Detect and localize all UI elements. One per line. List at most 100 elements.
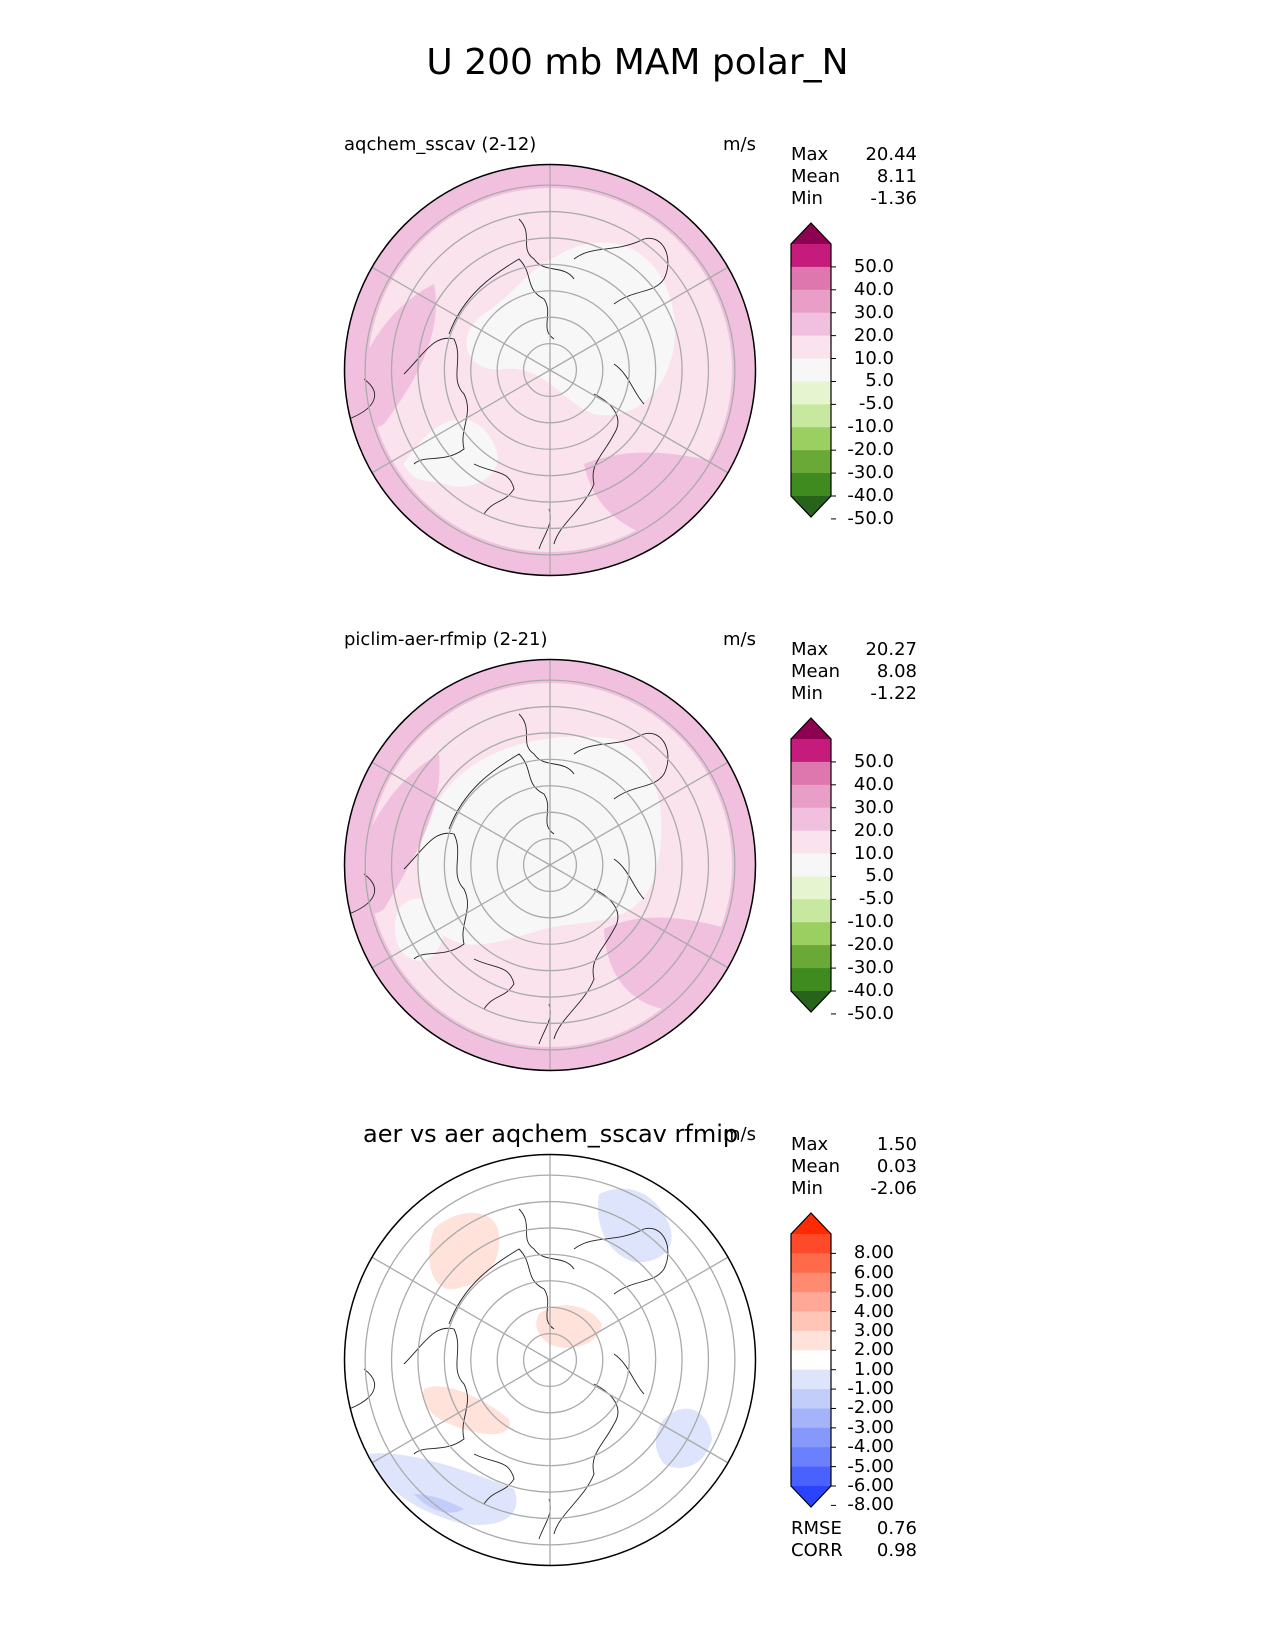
colorbar-segment <box>791 853 831 877</box>
colorbar-segment <box>791 945 831 969</box>
units-label: m/s <box>723 1124 756 1145</box>
colorbar-tick-label: -2.00 <box>847 1397 894 1419</box>
stats-block: Max 20.44 Mean 8.11 Min -1.36 <box>791 144 917 210</box>
meridian-line <box>371 369 551 474</box>
stats-block: Max 20.27 Mean 8.08 Min -1.22 <box>791 639 917 705</box>
colorbar-segment <box>791 473 831 497</box>
coastline <box>348 1368 376 1410</box>
coastline <box>613 363 645 405</box>
colorbar-extend-min <box>791 991 831 1012</box>
units-label: m/s <box>723 134 756 155</box>
coastline <box>448 753 555 835</box>
colorbar-segment <box>791 1292 831 1313</box>
colorbar-segment <box>791 784 831 809</box>
colorbar-tick-label: 40.0 <box>853 278 894 300</box>
colorbar-segment <box>791 1408 831 1429</box>
meridian-line <box>371 864 551 969</box>
colorbar-tick-label: -30.0 <box>847 462 894 484</box>
stat-mean: Mean 8.08 <box>791 661 917 682</box>
colorbar-segment <box>791 876 831 900</box>
colorbar-segment <box>791 1272 831 1293</box>
colorbar-tick-label: -1.00 <box>847 1378 894 1400</box>
colorbar-tick-label: -50.0 <box>847 507 894 529</box>
colorbar-tick-label: -40.0 <box>847 485 894 506</box>
colorbar-tick-label: -4.00 <box>847 1436 894 1458</box>
map-boundary <box>343 1153 757 1567</box>
colorbar-tick-label: -5.0 <box>858 393 894 415</box>
colorbar-segment <box>791 312 831 337</box>
colorbar-tick-label: -20.0 <box>847 934 894 956</box>
colorbar-tick-label: -10.0 <box>847 911 894 933</box>
colorbar-tick-label: -50.0 <box>847 1002 894 1024</box>
coastline <box>518 218 575 280</box>
colorbar-tick-label: 5.00 <box>853 1281 894 1303</box>
colorbar-tick-label: -20.0 <box>847 439 894 461</box>
polar-map <box>343 1153 757 1567</box>
colorbar-segment <box>791 1427 831 1448</box>
colorbar-tick-label: -10.0 <box>847 416 894 438</box>
colorbar-outline <box>790 222 832 518</box>
colorbar-segment <box>791 335 831 360</box>
colorbar-tick-label: 40.0 <box>853 773 894 795</box>
field-contour <box>369 1453 517 1525</box>
field-contour <box>429 1212 500 1290</box>
coastline <box>473 958 515 1010</box>
meridian-line <box>549 1256 729 1361</box>
colorbar-tick-label: -5.0 <box>858 888 894 910</box>
stat-max: Max 1.50 <box>791 1134 917 1155</box>
colorbar-segment <box>791 1234 831 1254</box>
colorbar-tick-label: -6.00 <box>847 1475 894 1496</box>
stat-min: Min -1.36 <box>791 188 917 209</box>
coastline <box>348 873 376 915</box>
panel-difference: aer vs aer aqchem_sscav rfmip m/s Max 1.5… <box>0 1120 1275 1600</box>
colorbar-outline <box>790 1212 832 1508</box>
meridian-line <box>371 1359 551 1464</box>
colorbar-segment <box>791 427 831 451</box>
coastline <box>613 858 645 900</box>
meridian-line <box>371 1256 551 1361</box>
field-contour <box>352 754 440 914</box>
panel-label: aer vs aer aqchem_sscav rfmip <box>363 1120 739 1148</box>
colorbar-segment <box>791 807 831 832</box>
figure-title: U 200 mb MAM polar_N <box>426 42 849 83</box>
colorbar-segment <box>791 922 831 946</box>
coastline <box>448 1248 555 1330</box>
colorbar-segment <box>791 450 831 474</box>
colorbar-segment <box>791 381 831 405</box>
coastline <box>448 258 555 340</box>
panel-label: aqchem_sscav (2-12) <box>344 134 537 155</box>
stat-min: Min -1.22 <box>791 683 917 704</box>
meridian-line <box>549 266 729 371</box>
colorbar-tick-label: 4.00 <box>853 1300 894 1322</box>
meridian-line <box>371 761 551 866</box>
colorbar-tick-label: 30.0 <box>853 301 894 323</box>
colorbar-extend-max <box>791 718 831 739</box>
meridian-line <box>549 1359 729 1464</box>
polar-map <box>343 658 757 1072</box>
colorbar-tick-label: 20.0 <box>853 819 894 841</box>
colorbar-tick-label: 5.0 <box>865 370 894 392</box>
coastline <box>348 378 376 420</box>
colorbar-segment <box>791 266 831 291</box>
colorbar-tick-label: 1.00 <box>853 1358 894 1380</box>
colorbar <box>790 717 836 1015</box>
colorbar-tick-label: 10.0 <box>853 347 894 369</box>
colorbar-tick-label: 30.0 <box>853 796 894 818</box>
meridian-line <box>371 266 551 371</box>
colorbar-segment <box>791 761 831 786</box>
coastline <box>553 393 619 545</box>
colorbar-segment <box>791 830 831 855</box>
stat-corr: CORR 0.98 <box>791 1540 917 1561</box>
map-boundary <box>343 658 757 1072</box>
stat-mean: Mean 8.11 <box>791 166 917 187</box>
meridian-line <box>549 369 729 474</box>
colorbar <box>790 222 836 520</box>
colorbar-segment <box>791 739 831 763</box>
coastline <box>518 713 575 775</box>
colorbar <box>790 1212 836 1508</box>
field-contour <box>604 917 729 1009</box>
stats-block: Max 1.50 Mean 0.03 Min -2.06 <box>791 1134 917 1200</box>
colorbar-tick-label: 6.00 <box>853 1261 894 1283</box>
stat-max: Max 20.44 <box>791 144 917 165</box>
map-boundary <box>343 163 757 577</box>
